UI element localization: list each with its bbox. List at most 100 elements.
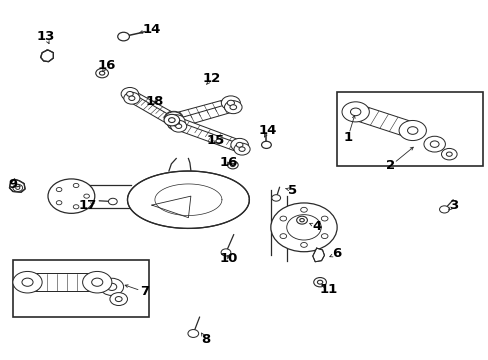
Circle shape [172, 121, 179, 126]
Circle shape [170, 120, 186, 132]
Circle shape [221, 96, 240, 110]
Polygon shape [173, 117, 242, 149]
Circle shape [73, 184, 79, 188]
Polygon shape [41, 50, 53, 62]
Text: 5: 5 [287, 184, 296, 197]
Circle shape [227, 161, 238, 169]
Circle shape [73, 205, 79, 209]
Circle shape [227, 100, 234, 105]
Circle shape [173, 121, 179, 126]
Text: 18: 18 [145, 95, 163, 108]
Circle shape [317, 280, 322, 284]
Text: 16: 16 [219, 156, 238, 169]
Circle shape [173, 119, 179, 123]
Circle shape [446, 152, 451, 156]
Circle shape [261, 141, 271, 148]
Text: 6: 6 [332, 247, 341, 260]
Circle shape [423, 136, 445, 152]
Text: 15: 15 [206, 134, 224, 147]
Polygon shape [127, 171, 249, 228]
Polygon shape [9, 179, 25, 192]
Circle shape [221, 249, 230, 256]
Polygon shape [176, 123, 244, 153]
Circle shape [234, 143, 249, 155]
Polygon shape [27, 273, 97, 291]
Circle shape [56, 188, 62, 192]
Polygon shape [174, 103, 235, 128]
Circle shape [398, 121, 426, 140]
Circle shape [118, 32, 129, 41]
Text: 14: 14 [142, 23, 161, 36]
Text: 2: 2 [386, 159, 394, 172]
Circle shape [429, 141, 438, 147]
Circle shape [82, 271, 112, 293]
Text: 9: 9 [8, 178, 18, 191]
Circle shape [48, 179, 95, 213]
Text: 10: 10 [219, 252, 238, 265]
Circle shape [110, 293, 127, 306]
Text: 3: 3 [448, 199, 458, 212]
Circle shape [13, 271, 42, 293]
Circle shape [167, 118, 183, 130]
Text: 7: 7 [140, 285, 149, 298]
Circle shape [22, 278, 33, 286]
Circle shape [99, 71, 104, 75]
Circle shape [286, 215, 321, 240]
Circle shape [126, 91, 133, 96]
Circle shape [107, 283, 117, 291]
Text: 1: 1 [343, 131, 352, 144]
Circle shape [229, 105, 236, 110]
Circle shape [280, 234, 286, 239]
Circle shape [280, 216, 286, 221]
Text: 14: 14 [258, 124, 277, 137]
Text: 13: 13 [36, 30, 55, 43]
Circle shape [128, 96, 135, 100]
Circle shape [170, 116, 177, 121]
Bar [13, 260, 149, 317]
Circle shape [13, 184, 22, 192]
Text: 4: 4 [311, 220, 321, 233]
Circle shape [271, 195, 280, 201]
Circle shape [121, 87, 139, 100]
Text: 16: 16 [98, 59, 116, 72]
Circle shape [300, 242, 306, 247]
Circle shape [91, 278, 102, 286]
Circle shape [167, 115, 184, 128]
Polygon shape [312, 248, 324, 262]
Polygon shape [128, 95, 179, 127]
Polygon shape [171, 99, 233, 123]
Circle shape [230, 163, 235, 167]
Circle shape [341, 102, 368, 122]
Circle shape [167, 117, 184, 130]
Text: 11: 11 [319, 283, 337, 296]
Circle shape [439, 206, 448, 213]
Circle shape [187, 329, 198, 337]
Circle shape [313, 278, 326, 287]
Circle shape [230, 138, 248, 151]
Text: 12: 12 [202, 72, 220, 85]
Circle shape [83, 194, 89, 198]
Circle shape [321, 216, 327, 221]
Circle shape [441, 148, 456, 160]
Circle shape [300, 207, 306, 212]
Circle shape [16, 186, 20, 189]
Circle shape [224, 101, 242, 114]
Circle shape [164, 112, 182, 125]
Circle shape [175, 124, 182, 129]
Circle shape [270, 203, 336, 252]
Circle shape [350, 108, 360, 116]
Bar [336, 92, 483, 166]
Circle shape [170, 116, 177, 121]
Polygon shape [126, 90, 177, 122]
Circle shape [164, 111, 183, 125]
Circle shape [115, 297, 122, 302]
Circle shape [299, 219, 304, 222]
Text: 8: 8 [201, 333, 210, 346]
Circle shape [321, 234, 327, 239]
Circle shape [296, 216, 307, 224]
Circle shape [239, 147, 244, 152]
Circle shape [123, 92, 140, 104]
Circle shape [108, 198, 117, 205]
Polygon shape [350, 105, 416, 138]
Circle shape [100, 278, 123, 296]
